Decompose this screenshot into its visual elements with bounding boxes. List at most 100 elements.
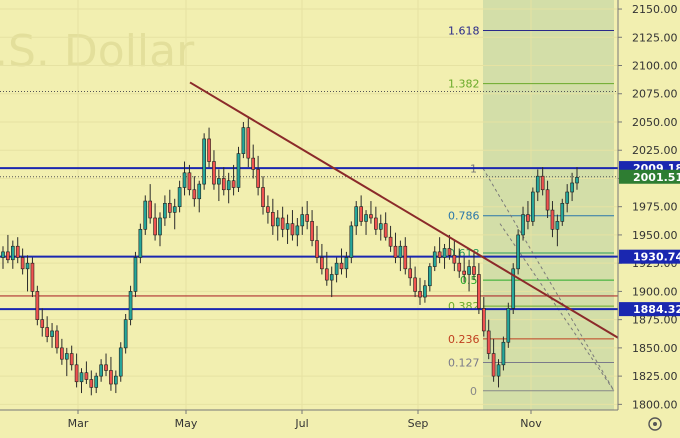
candle[interactable] xyxy=(99,364,103,377)
candle[interactable] xyxy=(266,206,270,213)
candle[interactable] xyxy=(369,214,373,219)
candle[interactable] xyxy=(10,245,15,261)
candle[interactable] xyxy=(565,191,570,204)
candle[interactable] xyxy=(295,225,300,236)
candle[interactable] xyxy=(491,353,496,377)
candle[interactable] xyxy=(432,251,437,267)
candle[interactable] xyxy=(104,364,108,371)
candle[interactable] xyxy=(555,221,560,230)
candle[interactable] xyxy=(84,372,89,380)
candle[interactable] xyxy=(339,262,344,270)
candle[interactable] xyxy=(349,225,354,258)
candle[interactable] xyxy=(271,212,275,227)
time-axis-panel[interactable] xyxy=(0,410,680,438)
candle[interactable] xyxy=(261,187,265,207)
price-axis-panel[interactable] xyxy=(618,0,680,410)
candle[interactable] xyxy=(275,217,280,227)
candle[interactable] xyxy=(202,138,206,185)
candle[interactable] xyxy=(15,245,20,258)
candle[interactable] xyxy=(285,223,290,230)
candle[interactable] xyxy=(256,169,260,188)
candle[interactable] xyxy=(403,245,408,270)
candle[interactable] xyxy=(109,370,113,385)
candle[interactable] xyxy=(212,161,216,185)
candle[interactable] xyxy=(374,217,378,230)
candle[interactable] xyxy=(481,308,486,332)
candle[interactable] xyxy=(246,127,251,159)
candle[interactable] xyxy=(300,214,305,227)
candle[interactable] xyxy=(40,319,45,328)
candle[interactable] xyxy=(45,327,49,337)
candle[interactable] xyxy=(427,266,432,287)
candle[interactable] xyxy=(452,254,457,264)
candle[interactable] xyxy=(89,379,94,388)
candle[interactable] xyxy=(447,248,452,256)
candle[interactable] xyxy=(182,172,187,188)
candle[interactable] xyxy=(344,257,349,270)
candle[interactable] xyxy=(158,217,162,236)
candle[interactable] xyxy=(153,217,157,236)
candle[interactable] xyxy=(133,257,138,292)
candle[interactable] xyxy=(236,153,241,188)
candle[interactable] xyxy=(226,180,231,191)
price-label-badge[interactable] xyxy=(619,169,680,184)
candle[interactable] xyxy=(64,353,69,360)
candle[interactable] xyxy=(187,172,192,191)
candle[interactable] xyxy=(128,291,133,320)
candle[interactable] xyxy=(501,341,506,366)
candle[interactable] xyxy=(575,177,579,184)
candle[interactable] xyxy=(378,223,383,230)
candle[interactable] xyxy=(163,203,167,219)
candle[interactable] xyxy=(531,191,535,222)
candle[interactable] xyxy=(207,138,211,162)
candle[interactable] xyxy=(280,217,285,230)
candle[interactable] xyxy=(393,245,398,258)
candle[interactable] xyxy=(511,268,516,309)
candle[interactable] xyxy=(35,291,40,320)
trendline[interactable] xyxy=(189,81,619,339)
candle[interactable] xyxy=(354,206,359,227)
candle[interactable] xyxy=(334,262,339,275)
candle[interactable] xyxy=(148,200,153,219)
candle[interactable] xyxy=(143,200,148,230)
candle[interactable] xyxy=(570,182,574,193)
candle[interactable] xyxy=(310,221,314,241)
candle[interactable] xyxy=(408,268,413,279)
candle[interactable] xyxy=(114,375,118,385)
candle[interactable] xyxy=(477,274,481,309)
candle[interactable] xyxy=(74,364,79,383)
candle[interactable] xyxy=(172,206,177,213)
candle[interactable] xyxy=(516,234,520,270)
candle[interactable] xyxy=(217,178,221,185)
candle[interactable] xyxy=(496,364,501,377)
candle[interactable] xyxy=(177,187,182,207)
candle[interactable] xyxy=(123,319,128,349)
candle[interactable] xyxy=(167,203,172,213)
candle[interactable] xyxy=(60,347,64,360)
candle[interactable] xyxy=(423,285,427,298)
candle[interactable] xyxy=(521,214,525,236)
candle[interactable] xyxy=(467,266,471,275)
candle[interactable] xyxy=(526,214,530,222)
candle[interactable] xyxy=(197,183,202,200)
candle[interactable] xyxy=(1,251,5,258)
candle[interactable] xyxy=(442,248,447,258)
candle[interactable] xyxy=(251,157,256,170)
candle[interactable] xyxy=(437,251,442,258)
candle[interactable] xyxy=(418,291,422,298)
candle[interactable] xyxy=(472,266,476,275)
candle[interactable] xyxy=(359,206,363,222)
price-label-badge[interactable] xyxy=(619,302,680,317)
candle[interactable] xyxy=(138,228,143,258)
candle[interactable] xyxy=(25,262,30,270)
candle[interactable] xyxy=(535,175,540,193)
candle[interactable] xyxy=(506,308,511,343)
candle[interactable] xyxy=(329,274,334,281)
candle[interactable] xyxy=(545,189,550,211)
chart-settings-gear-icon[interactable] xyxy=(648,417,662,431)
candle[interactable] xyxy=(540,175,545,191)
candle[interactable] xyxy=(315,240,319,258)
candle[interactable] xyxy=(192,189,197,200)
candle[interactable] xyxy=(560,203,565,222)
